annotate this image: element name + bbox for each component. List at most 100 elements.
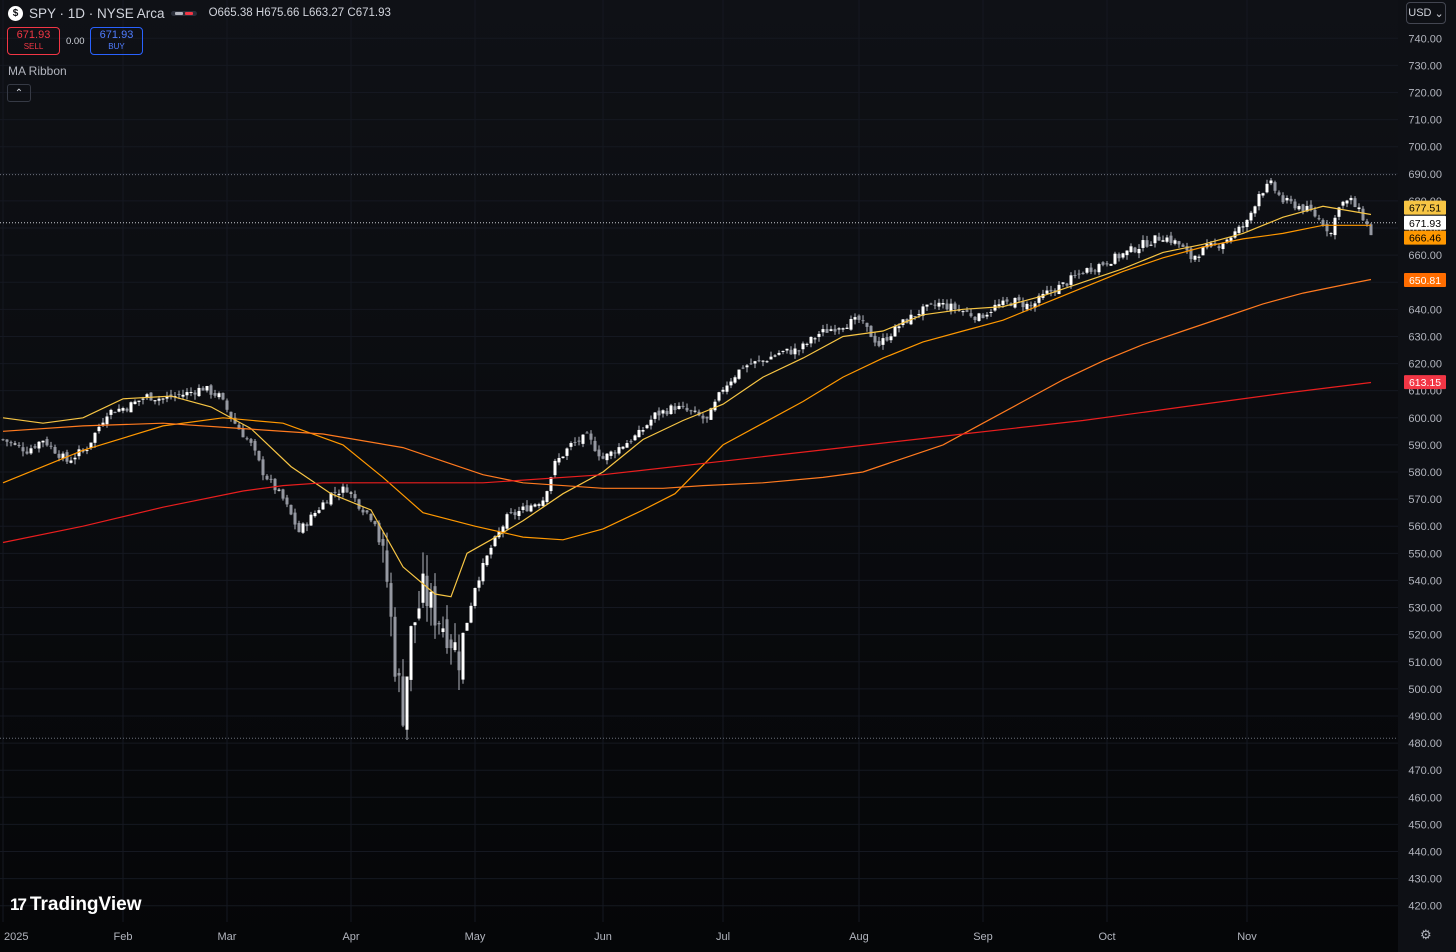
candle-body xyxy=(569,443,573,447)
candle-body xyxy=(1145,240,1149,247)
candle-body xyxy=(273,478,277,491)
candle-body xyxy=(13,443,17,445)
candle-body xyxy=(1345,200,1349,204)
price-tick-label: 490.00 xyxy=(1408,711,1442,723)
candle-body xyxy=(229,411,233,418)
currency-selector[interactable]: USD ⌄ xyxy=(1406,2,1446,24)
candle-body xyxy=(373,521,377,525)
candle-body xyxy=(797,350,801,352)
candle-body xyxy=(1057,284,1061,295)
candle-body xyxy=(417,608,421,619)
time-axis[interactable]: 2025 Feb Mar Apr May Jun Jul Aug Sep Oct Nov xyxy=(4,931,1257,943)
candle-body xyxy=(1237,226,1241,233)
spread-value: 0.00 xyxy=(66,35,85,47)
candle-body xyxy=(769,356,773,360)
candle-body xyxy=(1281,195,1285,203)
candle-body xyxy=(1193,255,1197,260)
candle-body xyxy=(689,410,693,412)
candle-body xyxy=(125,408,129,411)
candle-body xyxy=(781,350,785,352)
candle-body xyxy=(857,315,861,320)
candle-body xyxy=(513,512,517,516)
candle-body xyxy=(389,583,393,617)
candle-body xyxy=(421,573,425,603)
candle-body xyxy=(977,313,981,321)
candle-body xyxy=(1021,301,1025,308)
candle-body xyxy=(761,360,765,362)
candle-body xyxy=(121,408,125,411)
tradingview-logo: 17 TradingView xyxy=(10,894,142,916)
candle-body xyxy=(301,523,305,533)
gear-icon[interactable]: ⚙ xyxy=(1420,927,1432,942)
candle-body xyxy=(109,409,113,415)
market-flag-icon[interactable] xyxy=(170,10,197,16)
candle-body xyxy=(1265,183,1269,193)
candle-body xyxy=(593,440,597,452)
candle-body xyxy=(369,513,373,521)
candle-body xyxy=(549,477,553,492)
candle-body xyxy=(1097,264,1101,273)
price-label-bg xyxy=(1404,375,1446,390)
candle-body xyxy=(557,457,561,463)
candle-body xyxy=(505,514,509,529)
price-tick-label: 550.00 xyxy=(1408,548,1442,560)
candle-body xyxy=(865,322,869,327)
candle-body xyxy=(849,319,853,330)
candle-body xyxy=(521,506,525,510)
candle-body xyxy=(209,385,213,395)
candle-body xyxy=(465,622,469,631)
candle-body xyxy=(953,303,957,310)
candle-body xyxy=(1065,283,1069,286)
buy-button[interactable]: 671.93 BUY xyxy=(90,27,143,55)
candle-body xyxy=(1129,246,1133,253)
candle-body xyxy=(949,303,953,311)
price-tick-label: 620.00 xyxy=(1408,359,1442,371)
sell-button[interactable]: 671.93 SELL xyxy=(7,27,60,55)
candle-body xyxy=(41,440,45,443)
indicator-label[interactable]: MA Ribbon xyxy=(8,64,67,78)
candle-body xyxy=(117,408,121,412)
candle-body xyxy=(1229,237,1233,241)
candle-body xyxy=(277,489,281,491)
candle-body xyxy=(1349,197,1353,201)
candle-body xyxy=(533,504,537,507)
candle-body xyxy=(889,336,893,341)
candle-body xyxy=(1189,248,1193,260)
candle-body xyxy=(653,412,657,419)
candle-body xyxy=(929,303,933,305)
candle-body xyxy=(133,401,137,405)
candle-body xyxy=(913,315,917,317)
time-tick-label: Jun xyxy=(594,931,612,943)
candle-body xyxy=(469,605,473,623)
candle-body xyxy=(77,449,81,457)
candle-body xyxy=(529,505,533,512)
candle-body xyxy=(917,314,921,316)
candle-body xyxy=(1257,194,1261,207)
candle-body xyxy=(1001,300,1005,305)
candle-body xyxy=(1073,275,1077,277)
chevron-up-icon[interactable]: ⌃ xyxy=(7,84,31,102)
candle-body xyxy=(21,447,25,452)
candle-body xyxy=(1025,303,1029,310)
candle-body xyxy=(477,580,481,588)
candle-body xyxy=(1141,240,1145,248)
candle-body xyxy=(1329,233,1333,235)
price-tick-label: 710.00 xyxy=(1408,115,1442,127)
candle-body xyxy=(1245,219,1249,228)
candle-body xyxy=(1221,243,1225,250)
candle-body xyxy=(385,550,389,582)
time-tick-label: Mar xyxy=(218,931,237,943)
candle-body xyxy=(685,407,689,411)
candle-body xyxy=(1045,290,1049,294)
candle-body xyxy=(33,446,37,448)
candle-body xyxy=(137,400,141,402)
symbol-title[interactable]: SPY · 1D · NYSE Arca xyxy=(29,5,165,21)
candle-body xyxy=(189,392,193,394)
candle-body xyxy=(1301,204,1305,212)
candle-body xyxy=(441,628,445,633)
candle-body xyxy=(1313,209,1317,217)
logo-text: TradingView xyxy=(29,894,142,915)
price-axis[interactable]: 420.00 430.00 440.00 450.00 460.00 470.00 480.… xyxy=(1398,0,1456,952)
candle-body xyxy=(985,314,989,317)
